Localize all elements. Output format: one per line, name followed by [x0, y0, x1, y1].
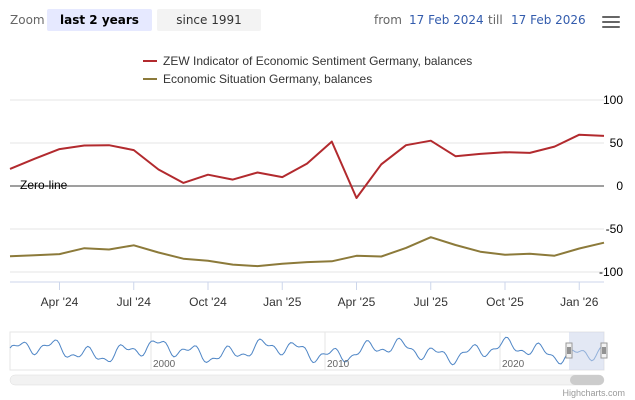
legend-item-situation[interactable]: Economic Situation Germany, balances	[163, 72, 372, 86]
from-label: from	[374, 13, 402, 27]
x-tick-label: Apr '24	[41, 295, 79, 309]
legend[interactable]: ZEW Indicator of Economic Sentiment Germ…	[143, 54, 472, 86]
series-line-situation[interactable]	[9, 236, 605, 268]
navigator[interactable]: 2000 2010 2020	[9, 331, 608, 371]
series-group	[9, 133, 605, 268]
x-tick-label: Apr '25	[338, 295, 376, 309]
navigator-left-handle[interactable]	[565, 342, 573, 359]
series-line-sentiment[interactable]	[9, 133, 605, 199]
grid-lines	[10, 99, 604, 273]
zoom-label: Zoom	[10, 13, 45, 27]
zero-line-label: Zero-line	[20, 178, 68, 192]
x-tick-label: Jul '24	[117, 295, 152, 309]
x-tick-label: Jan '25	[263, 295, 302, 309]
navigator-series-line	[9, 336, 605, 366]
y-tick-label: -100	[599, 265, 623, 279]
navigator-grid	[150, 332, 501, 370]
x-axis: Apr '24 Jul '24 Oct '24 Jan '25 Apr '25 Jul '…	[41, 282, 599, 309]
x-tick-label: Oct '24	[189, 295, 227, 309]
navigator-label-2010: 2010	[327, 359, 350, 370]
scrollbar-track[interactable]	[9, 374, 605, 386]
navigator-mask[interactable]	[569, 332, 604, 370]
navigator-label-2020: 2020	[502, 359, 525, 370]
y-tick-label: 0	[616, 179, 623, 193]
till-date-input[interactable]: 17 Feb 2026	[511, 13, 586, 27]
y-tick-label: 100	[603, 93, 623, 107]
legend-item-sentiment[interactable]: ZEW Indicator of Economic Sentiment Germ…	[163, 54, 472, 68]
till-label: till	[488, 13, 503, 27]
scrollbar-thumb[interactable]	[570, 375, 604, 385]
x-tick-label: Jul '25	[414, 295, 449, 309]
hamburger-menu-icon[interactable]	[602, 16, 620, 32]
x-tick-label: Jan '26	[560, 295, 599, 309]
y-tick-label: -50	[606, 222, 624, 236]
y-tick-label: 50	[610, 136, 624, 150]
navigator-label-2000: 2000	[153, 359, 176, 370]
zoom-button-last-2-years[interactable]: last 2 years	[47, 9, 152, 31]
from-date-input[interactable]: 17 Feb 2024	[409, 13, 484, 27]
x-tick-label: Oct '25	[486, 295, 524, 309]
y-axis: 100 50 0 -50 -100	[599, 93, 623, 279]
credits-label[interactable]: Highcharts.com	[562, 388, 625, 398]
zoom-button-since-1991[interactable]: since 1991	[157, 9, 261, 31]
navigator-right-handle[interactable]	[600, 342, 608, 359]
